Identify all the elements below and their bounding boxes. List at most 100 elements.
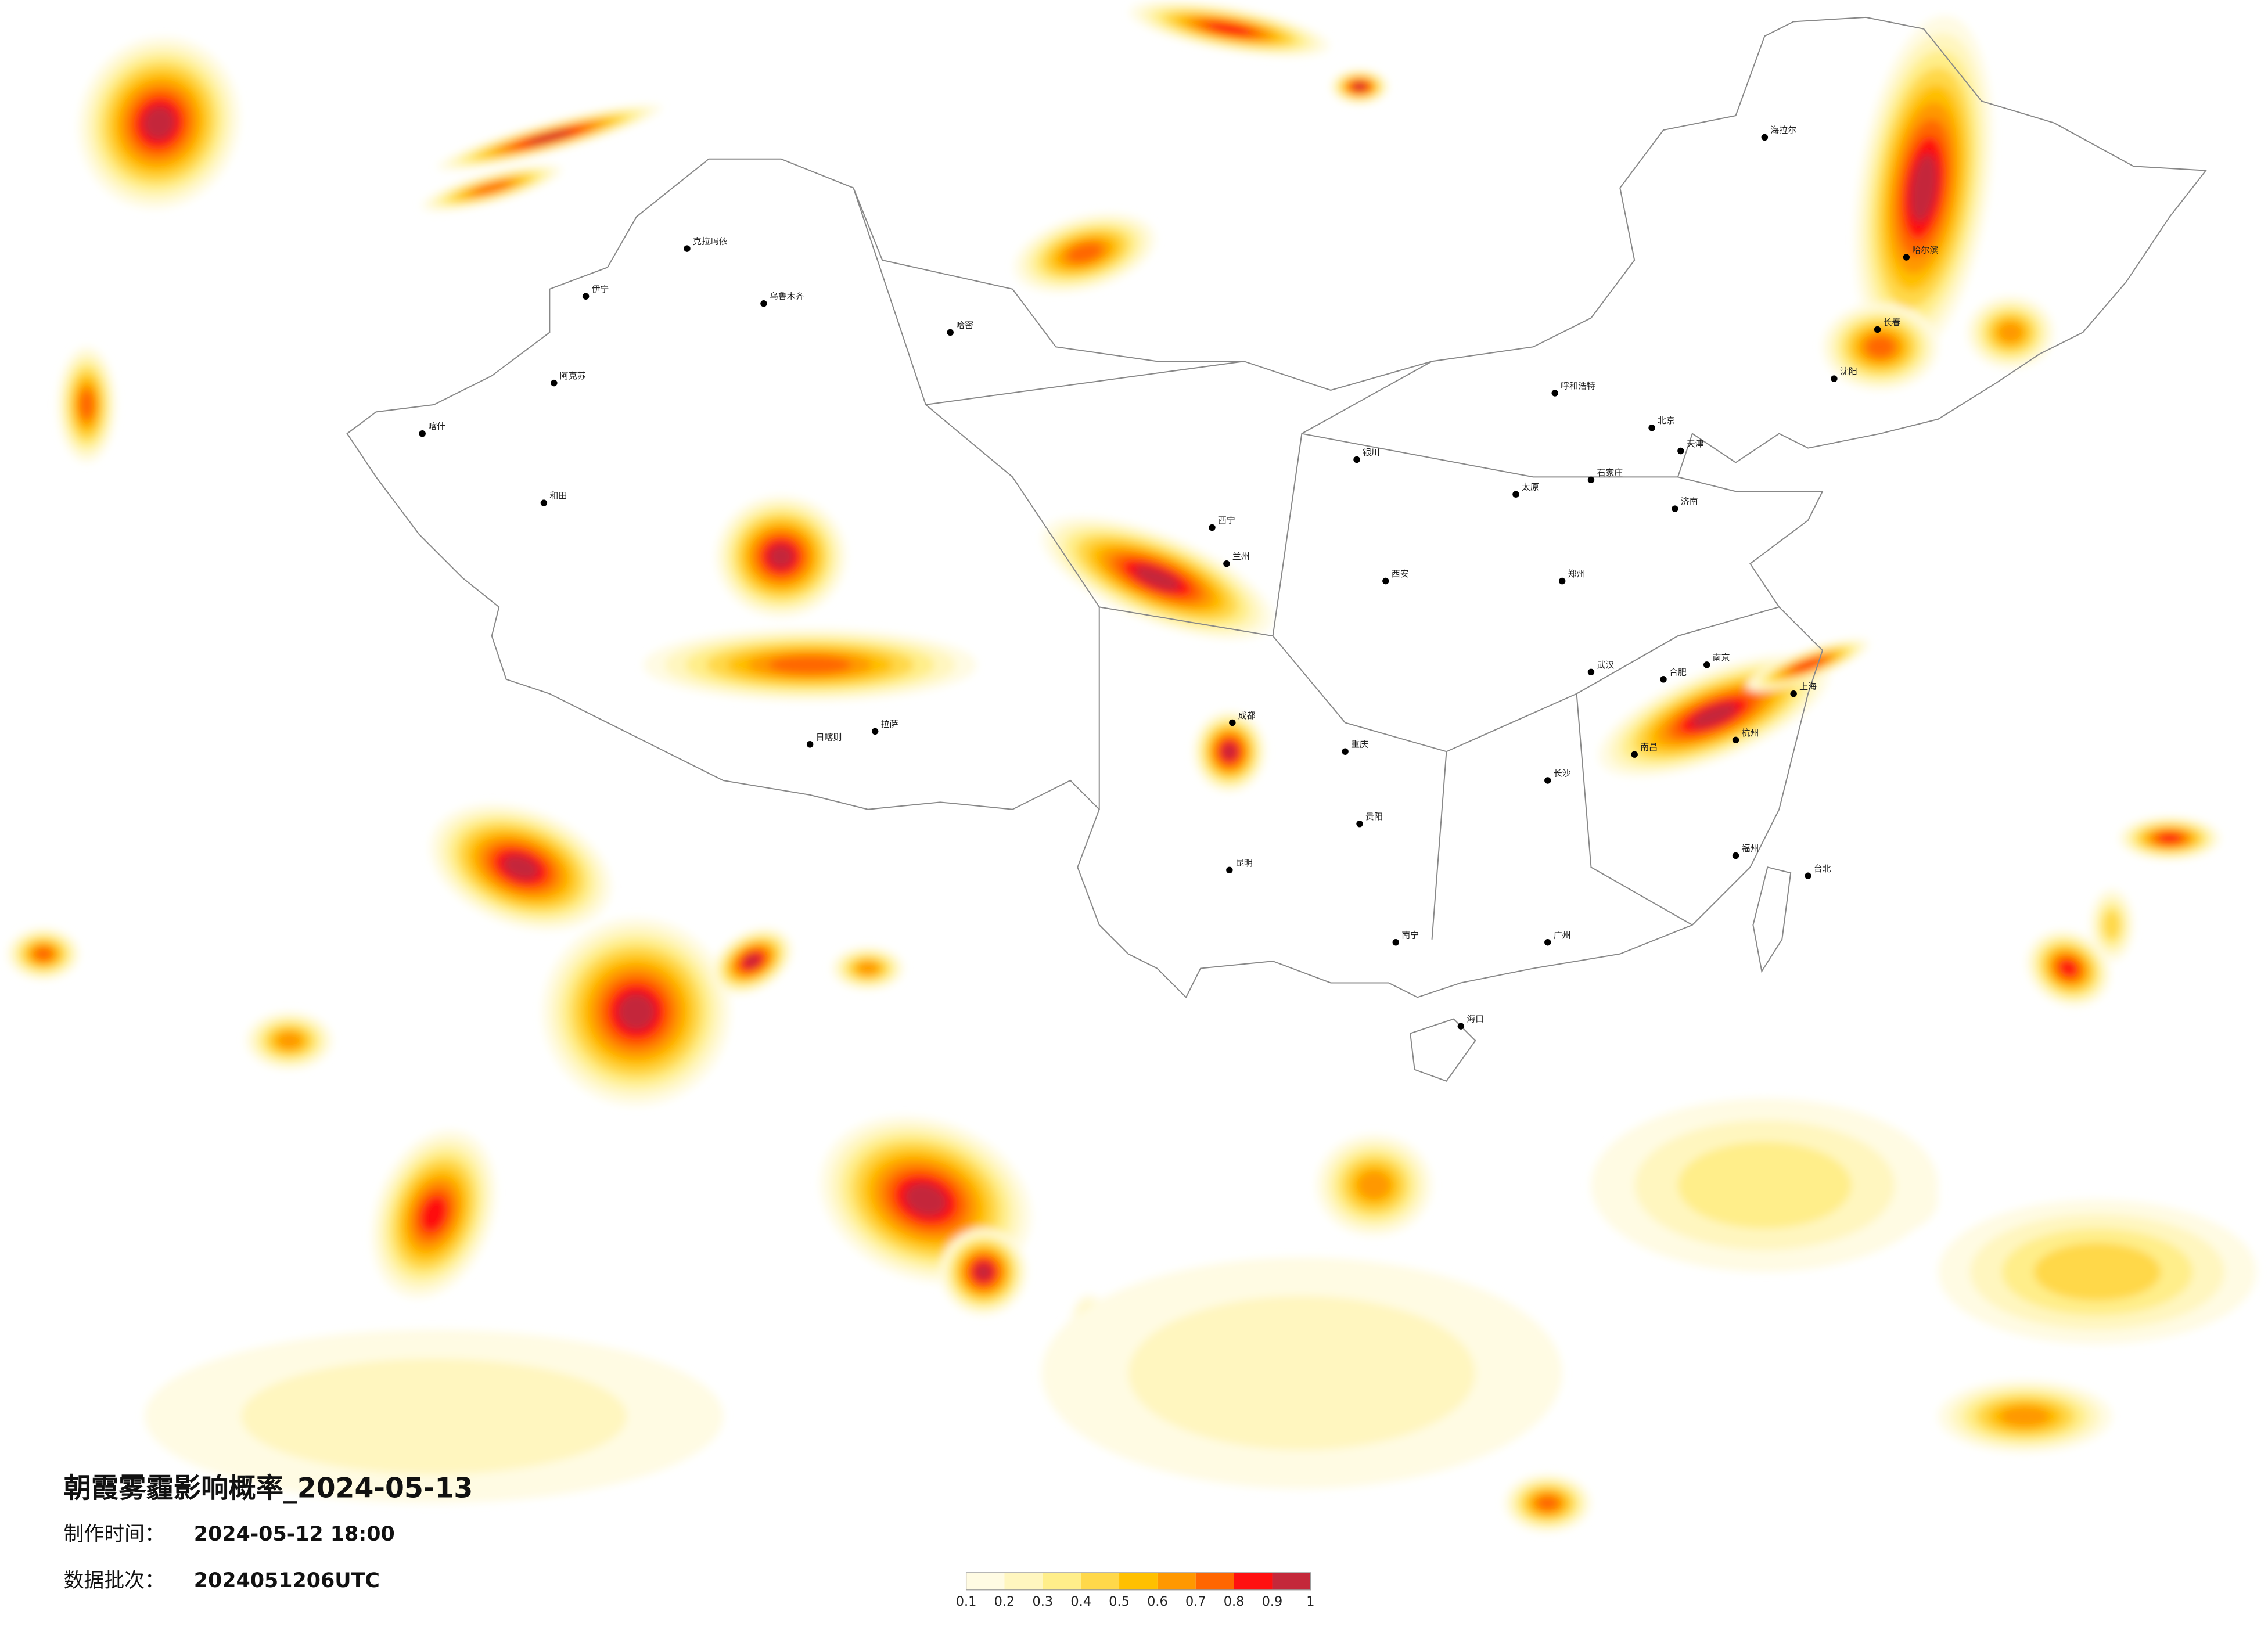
probability-area: [2033, 1243, 2161, 1301]
city-dot: [1544, 777, 1551, 784]
city-label: 贵阳: [1365, 811, 1383, 822]
city-label: 哈尔滨: [1912, 245, 1938, 256]
borders: [346, 16, 2207, 1082]
city-dot: [806, 741, 814, 748]
probability-area: [904, 1183, 947, 1217]
probability-area: [527, 131, 572, 144]
probability-area: [1998, 322, 2023, 343]
city-dot: [1226, 866, 1233, 874]
colorbar-segment: [1043, 1572, 1081, 1590]
city-dot: [1703, 661, 1710, 668]
colorbar-segment: [1119, 1572, 1158, 1590]
city-dot: [419, 430, 426, 437]
city-label: 昆明: [1235, 858, 1253, 868]
city-dot: [1677, 447, 1684, 455]
city-label: 哈密: [956, 320, 973, 330]
city-dot: [1382, 577, 1389, 585]
probability-area: [975, 1263, 993, 1281]
city-dot: [1356, 820, 1363, 828]
colorbar-tick-label: 0.5: [1109, 1594, 1130, 1609]
colorbar-tick-label: 1: [1306, 1594, 1314, 1609]
city-label: 兰州: [1232, 551, 1250, 562]
city-dot: [1732, 852, 1739, 859]
city-label: 北京: [1658, 415, 1675, 426]
city-label: 重庆: [1351, 739, 1368, 750]
city-label: 台北: [1814, 864, 1831, 874]
probability-area: [2158, 833, 2181, 843]
probability-area: [857, 962, 879, 975]
city-dot: [1353, 456, 1360, 463]
city-dot: [1805, 872, 1811, 879]
city-dot: [1732, 736, 1739, 744]
city-label: 沈阳: [1840, 366, 1857, 377]
city-dot: [1392, 939, 1399, 946]
info-label: 制作时间：: [64, 1523, 165, 1546]
city-label: 长沙: [1554, 768, 1571, 779]
colorbar: 0.1 0.2 0.3 0.4 0.5 0.6 0.7 0.8 0.9 1: [956, 1572, 1314, 1609]
city-label: 银川: [1363, 447, 1380, 458]
city-label: 长春: [1884, 317, 1901, 328]
probability-area: [1866, 336, 1895, 358]
city-label: 呼和浩特: [1561, 381, 1595, 391]
city-dot: [1457, 1023, 1465, 1030]
city-dot: [551, 379, 558, 387]
city-label: 石家庄: [1597, 467, 1623, 478]
probability-area: [474, 182, 509, 194]
city-dot: [1903, 254, 1910, 261]
colorbar-segment: [1234, 1572, 1273, 1590]
probability-area: [1354, 83, 1365, 91]
probability-area: [1128, 1296, 1476, 1451]
city-dot: [1761, 134, 1769, 141]
city-dot: [760, 300, 767, 307]
city-dot: [1512, 491, 1519, 498]
city-label: 福州: [1741, 843, 1759, 854]
probability-area: [2059, 959, 2078, 977]
probability-area: [1691, 703, 1737, 728]
colorbar-frame: [965, 1572, 1311, 1591]
probability-area: [1357, 1171, 1391, 1200]
city-label: 克拉玛依: [693, 236, 728, 247]
city-label: 南京: [1713, 652, 1730, 663]
title: 朝霞雾霾影响概率_2024-05-13: [64, 1473, 473, 1505]
info-value: 2024-05-12 18:00: [194, 1523, 395, 1546]
city-label: 南昌: [1640, 742, 1658, 753]
province-lines: [853, 188, 1780, 940]
city-dot: [1587, 668, 1595, 676]
info-value: 2024051206UTC: [194, 1569, 380, 1592]
city-dot: [1229, 719, 1236, 726]
colorbar-tick-label: 0.6: [1147, 1594, 1168, 1609]
city-label: 武汉: [1597, 660, 1614, 670]
colorbar-tick-label: 0.4: [1070, 1594, 1091, 1609]
city-dot: [1223, 560, 1230, 567]
colorbar-segment: [1157, 1572, 1196, 1590]
taiwan: [1752, 866, 1792, 973]
colorbar-tick-label: 0.1: [956, 1594, 977, 1609]
probability-area: [1222, 743, 1237, 760]
city-dot: [1831, 375, 1838, 382]
city-label: 乌鲁木齐: [770, 291, 804, 301]
city-dot: [1790, 690, 1797, 697]
probability-area: [276, 1032, 302, 1049]
colorbar-tick-label: 0.9: [1262, 1594, 1283, 1609]
colorbar-tick-label: 0.8: [1224, 1594, 1245, 1609]
probability-area: [79, 390, 94, 419]
colorbar-tick-label: 0.7: [1185, 1594, 1206, 1609]
city-dot: [1587, 476, 1595, 484]
city-label: 天津: [1687, 438, 1704, 449]
city-dot: [1209, 524, 1216, 531]
city-label: 南宁: [1401, 930, 1419, 940]
colorbar-segment: [1004, 1572, 1043, 1590]
hainan: [1410, 1018, 1476, 1082]
city-label: 广州: [1554, 930, 1571, 940]
probability-field: [7, 1, 2257, 1533]
city-dot: [1544, 939, 1551, 946]
probability-area: [617, 992, 656, 1031]
probability-area: [1207, 23, 1252, 35]
city-label: 海口: [1467, 1014, 1484, 1024]
probability-area: [768, 656, 852, 674]
colorbar-segment: [1272, 1572, 1311, 1590]
city-dot: [1631, 751, 1638, 758]
